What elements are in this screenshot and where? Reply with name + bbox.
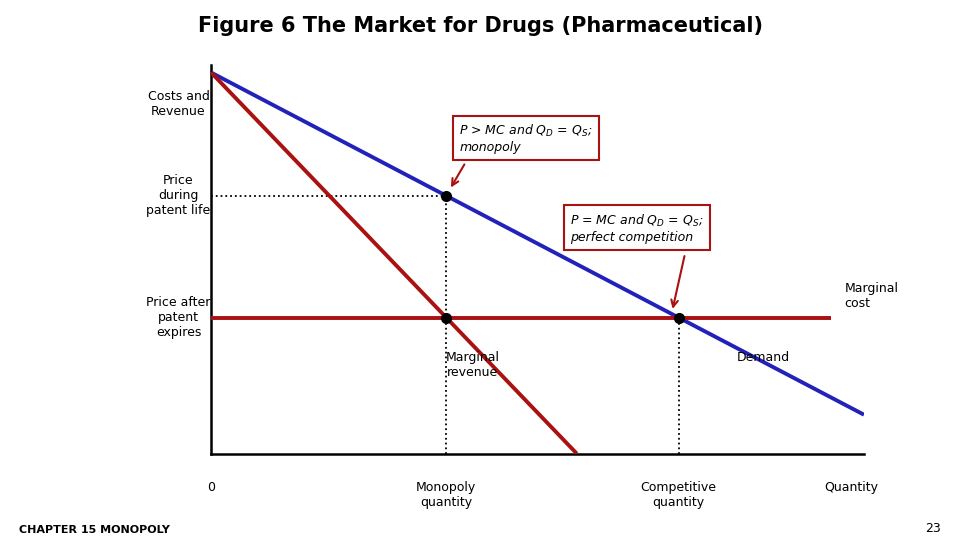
Text: Monopoly
quantity: Monopoly quantity [416,481,476,509]
Text: Price
during
patent life: Price during patent life [147,174,210,217]
Text: CHAPTER 15 MONOPOLY: CHAPTER 15 MONOPOLY [19,524,170,535]
Text: 0: 0 [207,481,215,494]
Text: P > MC and $Q_D$ = $Q_S$;
monopoly: P > MC and $Q_D$ = $Q_S$; monopoly [459,123,592,154]
Text: 23: 23 [925,522,941,535]
Text: Quantity: Quantity [824,481,878,494]
Text: P = MC and $Q_D$ = $Q_S$;
perfect competition: P = MC and $Q_D$ = $Q_S$; perfect compet… [570,213,704,244]
Text: Marginal
revenue: Marginal revenue [445,350,499,379]
Text: Demand: Demand [737,350,790,363]
Text: Figure 6 The Market for Drugs (Pharmaceutical): Figure 6 The Market for Drugs (Pharmaceu… [198,16,762,36]
Text: Costs and
Revenue: Costs and Revenue [148,90,209,118]
Text: Price after
patent
expires: Price after patent expires [146,296,211,339]
Text: Competitive
quantity: Competitive quantity [640,481,716,509]
Text: Marginal
cost: Marginal cost [845,282,899,310]
